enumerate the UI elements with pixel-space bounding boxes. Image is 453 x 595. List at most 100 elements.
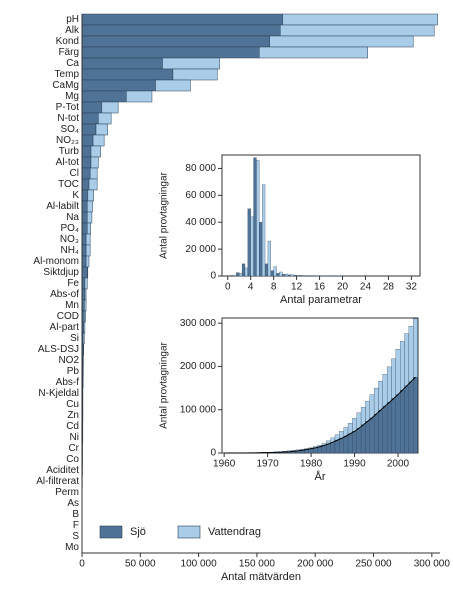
bar	[365, 421, 370, 454]
bar	[317, 446, 323, 454]
x-tick-label: 4	[248, 282, 254, 293]
x-axis-label: Antal parametrar	[280, 294, 362, 306]
y-tick-label: NO₂₃	[56, 135, 79, 146]
y-tick-label: Si	[70, 333, 79, 344]
bar	[81, 35, 270, 48]
bar	[81, 112, 99, 125]
bar	[85, 244, 91, 257]
y-tick-label: Aciditet	[46, 465, 79, 476]
bar	[86, 222, 91, 235]
bar	[236, 272, 240, 277]
y-axis-label: Antal provtagningar	[159, 341, 170, 428]
y-tick-label: pH	[66, 14, 79, 25]
bar	[391, 358, 396, 399]
bar	[162, 57, 220, 70]
legend-label: Vattendrag	[208, 526, 261, 538]
bar	[395, 394, 401, 454]
bar	[81, 57, 163, 70]
bar	[360, 406, 366, 426]
x-tick-label: 1980	[300, 459, 323, 470]
bar	[244, 267, 248, 277]
bar	[81, 167, 91, 180]
y-tick-label: CaMg	[52, 80, 79, 91]
bar	[81, 189, 89, 202]
y-tick-label: Abs-of	[50, 289, 79, 300]
y-axis-label: Antal provtagningar	[159, 171, 170, 258]
bar	[356, 428, 362, 454]
bar	[81, 156, 92, 169]
x-tick-label: 2000	[387, 459, 410, 470]
bar	[81, 222, 88, 235]
bar	[347, 422, 353, 434]
bar	[81, 68, 174, 81]
y-tick-label: Temp	[55, 69, 80, 80]
bar	[86, 211, 93, 224]
bar	[400, 341, 405, 391]
bar	[82, 343, 84, 356]
bar	[282, 13, 438, 26]
bar	[330, 442, 336, 454]
x-tick-label: 150 000	[239, 559, 276, 570]
bar	[92, 134, 105, 147]
y-tick-label: ALS-DSJ	[38, 344, 79, 355]
x-tick-label: 1990	[343, 459, 366, 470]
y-tick-label: 300 000	[180, 318, 217, 329]
bar	[373, 387, 379, 415]
x-tick-label: 0	[79, 559, 85, 570]
x-tick-label: 24	[360, 282, 372, 293]
bar	[81, 145, 92, 158]
bar	[85, 233, 91, 246]
bar	[347, 433, 353, 454]
bar	[81, 233, 87, 246]
y-tick-label: Cu	[66, 399, 79, 410]
bar	[172, 68, 218, 81]
bar	[339, 438, 344, 454]
bar	[356, 412, 362, 429]
bar	[293, 275, 297, 277]
bar	[276, 273, 280, 277]
bar	[241, 263, 246, 277]
x-tick-label: 12	[291, 282, 303, 293]
legend-swatch	[99, 525, 123, 539]
y-tick-label: NO2	[58, 355, 79, 366]
bar	[83, 321, 86, 334]
bar	[352, 431, 357, 454]
y-tick-label: 0	[210, 448, 216, 459]
x-tick-label: 1970	[257, 459, 280, 470]
bar	[369, 394, 375, 419]
bar	[386, 402, 392, 454]
y-tick-label: Al-part	[50, 322, 80, 333]
bar	[259, 46, 368, 59]
y-tick-label: 0	[210, 271, 216, 282]
bar	[87, 189, 94, 202]
legend-label: Sjö	[130, 526, 146, 538]
bar	[378, 410, 383, 454]
bar	[81, 90, 127, 103]
y-tick-label: NH₄	[60, 245, 79, 256]
y-tick-label: Al-monom	[33, 256, 79, 267]
y-tick-label: Pb	[67, 366, 80, 377]
y-tick-label: Ca	[66, 58, 79, 69]
bar	[84, 299, 87, 312]
bar	[259, 222, 263, 277]
bar	[81, 79, 156, 92]
y-tick-label: P-Tot	[56, 102, 80, 113]
bar	[284, 273, 289, 277]
bar	[365, 400, 370, 422]
y-tick-label: Mn	[65, 300, 79, 311]
bar	[250, 216, 254, 277]
bar	[395, 349, 401, 395]
line	[224, 376, 416, 454]
y-tick-label: 100 000	[180, 404, 217, 415]
bar	[88, 178, 98, 191]
bar	[400, 390, 405, 454]
x-tick-label: 28	[383, 282, 395, 293]
y-tick-label: N-tot	[57, 113, 79, 124]
bar	[89, 167, 98, 180]
bar	[81, 211, 88, 224]
y-tick-label: 80 000	[185, 163, 216, 174]
bar	[81, 266, 88, 279]
bar	[81, 244, 87, 257]
y-tick-label: Siktdjup	[43, 267, 79, 278]
